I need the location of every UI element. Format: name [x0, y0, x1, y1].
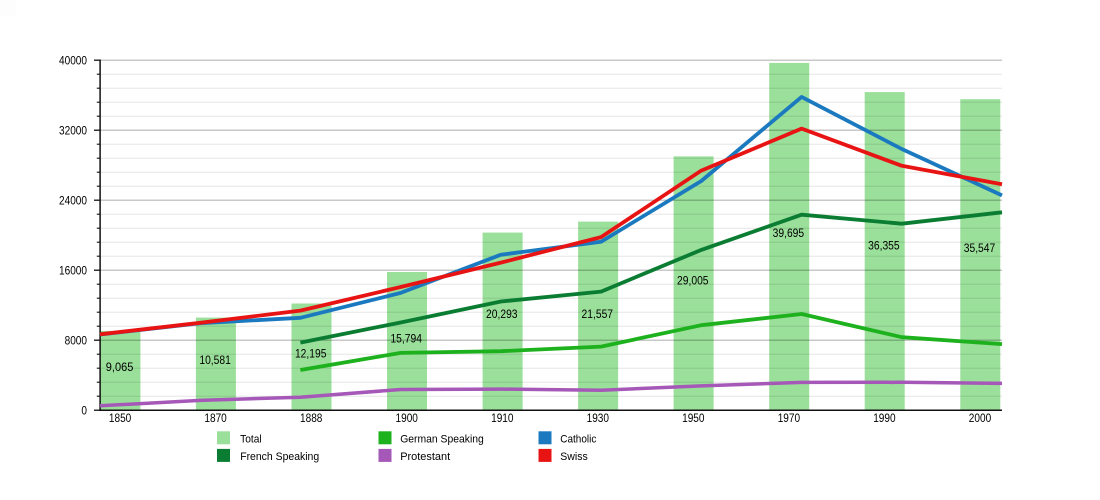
svg-text:Protestant: Protestant [400, 451, 450, 463]
svg-text:2000: 2000 [969, 413, 991, 425]
svg-text:1870: 1870 [204, 413, 226, 425]
svg-text:Catholic: Catholic [560, 433, 597, 445]
svg-text:1850: 1850 [109, 413, 131, 425]
svg-text:29,005: 29,005 [677, 276, 709, 288]
svg-text:39,695: 39,695 [773, 228, 805, 240]
svg-text:Swiss: Swiss [560, 451, 588, 463]
svg-text:1970: 1970 [778, 413, 800, 425]
svg-text:21,557: 21,557 [582, 309, 614, 321]
svg-text:0: 0 [81, 406, 87, 418]
svg-text:1950: 1950 [682, 413, 704, 425]
svg-text:1930: 1930 [587, 413, 609, 425]
svg-text:15,794: 15,794 [390, 334, 422, 346]
svg-text:12,195: 12,195 [295, 349, 327, 361]
svg-text:1900: 1900 [396, 413, 418, 425]
svg-text:1990: 1990 [873, 413, 895, 425]
svg-text:40000: 40000 [59, 56, 87, 68]
svg-text:1910: 1910 [491, 413, 513, 425]
svg-text:16000: 16000 [59, 266, 87, 278]
svg-text:20,293: 20,293 [486, 309, 518, 321]
svg-text:35,547: 35,547 [964, 243, 996, 255]
svg-text:French Speaking: French Speaking [240, 451, 319, 463]
svg-text:36,355: 36,355 [868, 240, 900, 252]
svg-text:Total: Total [240, 433, 262, 445]
svg-text:9,065: 9,065 [106, 362, 134, 374]
svg-text:8000: 8000 [65, 336, 87, 348]
svg-text:10,581: 10,581 [199, 355, 231, 367]
svg-text:24000: 24000 [59, 196, 87, 208]
svg-text:1888: 1888 [300, 413, 322, 425]
svg-text:32000: 32000 [59, 126, 87, 138]
svg-text:German Speaking: German Speaking [400, 433, 484, 445]
